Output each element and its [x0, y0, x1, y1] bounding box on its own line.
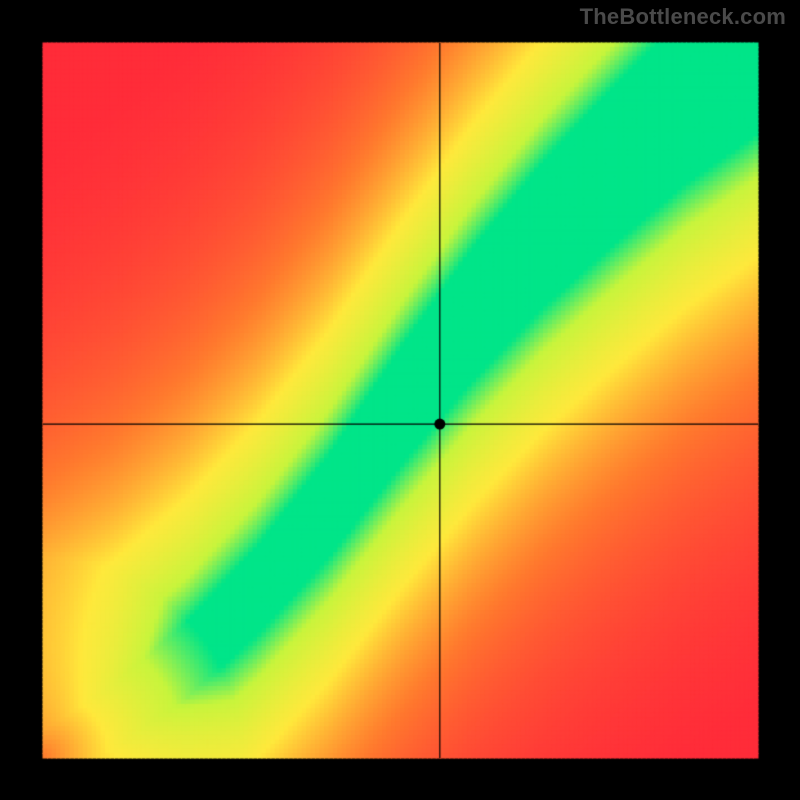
bottleneck-heatmap — [0, 0, 800, 800]
watermark-text: TheBottleneck.com — [580, 4, 786, 30]
chart-container: TheBottleneck.com — [0, 0, 800, 800]
